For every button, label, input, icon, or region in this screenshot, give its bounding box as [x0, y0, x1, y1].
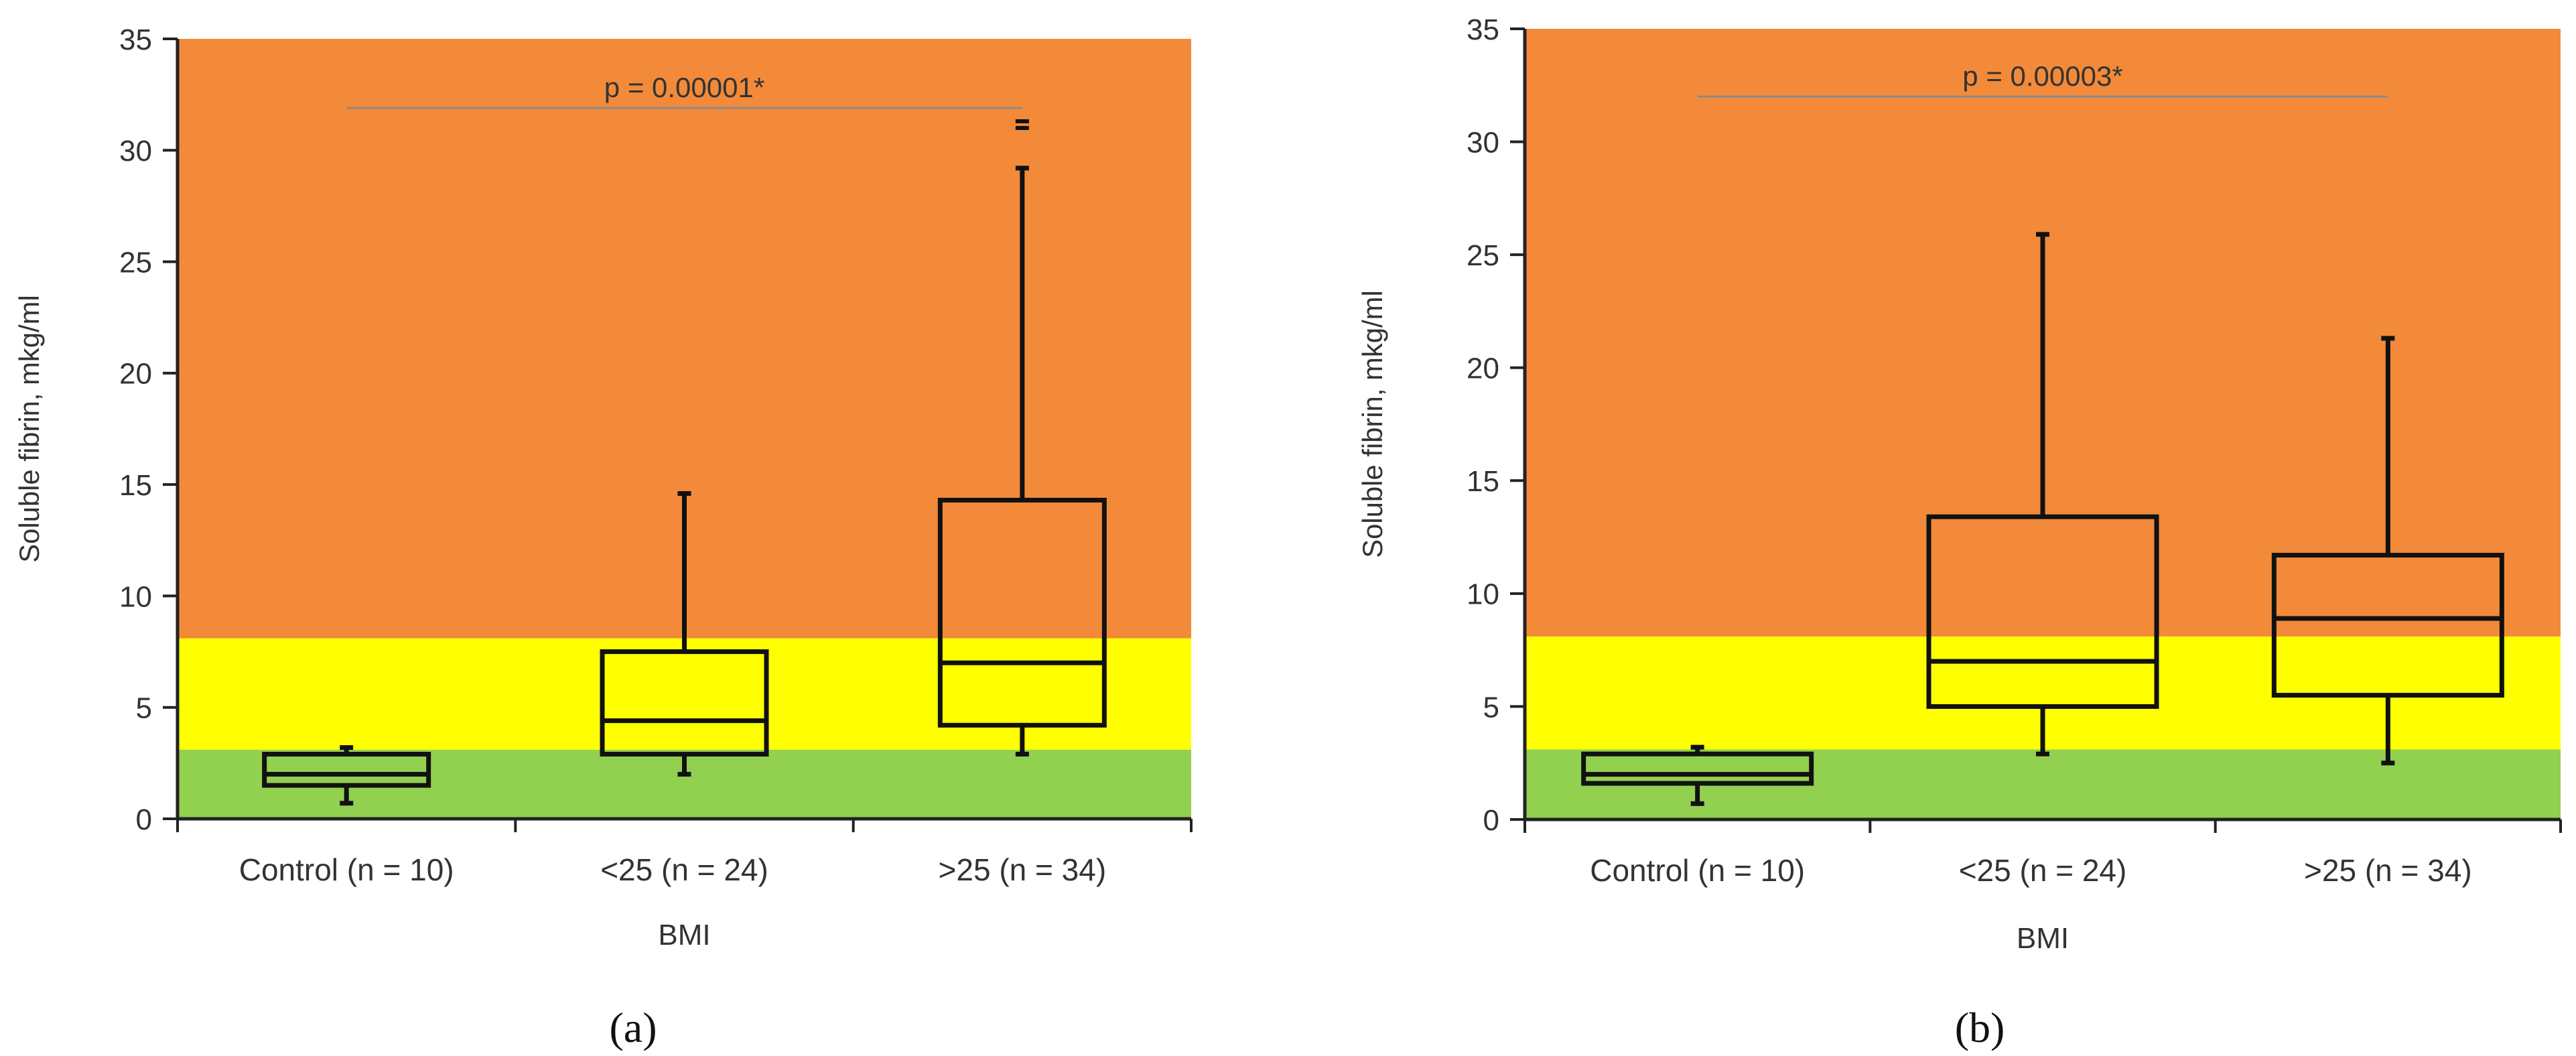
y-tick-label: 5	[1483, 691, 1499, 724]
reference-band-1	[178, 638, 1191, 750]
y-tick-label: 25	[1467, 239, 1499, 272]
y-tick-label: 5	[136, 692, 152, 725]
y-tick-label: 35	[1467, 13, 1499, 46]
x-category-label: <25 (n = 24)	[1959, 853, 2127, 888]
x-axis-title: BMI	[2017, 922, 2069, 955]
x-category-label: >25 (n = 34)	[939, 852, 1107, 887]
box-iqr	[262, 752, 431, 788]
panel-label: (a)	[609, 1004, 657, 1051]
x-axis-title: BMI	[658, 919, 710, 951]
y-axis-title: Soluble fibrin, mkg/ml	[13, 295, 45, 563]
y-tick-label: 0	[1483, 804, 1499, 837]
y-axis-title: Soluble fibrin, mkg/ml	[1357, 290, 1388, 558]
box-iqr	[937, 497, 1107, 728]
box-iqr	[2271, 553, 2504, 698]
significance-label: p = 0.00003*	[1962, 60, 2122, 92]
y-tick-label: 10	[119, 580, 152, 613]
y-tick-label: 20	[1467, 352, 1499, 385]
panel-b: 0 5 10 15 20 25 30 35 Control (n = 10) <25 (n = 2…	[1357, 13, 2562, 1051]
panel-label: (b)	[1955, 1004, 2005, 1051]
y-tick-label: 0	[136, 803, 152, 836]
x-category-label: Control (n = 10)	[239, 852, 454, 887]
y-tick-label: 15	[1467, 465, 1499, 498]
x-category-label: Control (n = 10)	[1590, 853, 1805, 888]
box-iqr	[1581, 751, 1814, 786]
y-tick-label: 35	[119, 23, 152, 56]
panel-a: 0 5 10 15 20 25 30 35 Control (n = 10) <25 (n = 2…	[13, 23, 1193, 1051]
x-category-label: >25 (n = 34)	[2304, 853, 2472, 888]
y-tick-label: 10	[1467, 578, 1499, 611]
significance-label: p = 0.00001*	[604, 72, 764, 103]
y-tick-label: 30	[1467, 126, 1499, 159]
box-iqr	[600, 649, 769, 757]
x-category-label: <25 (n = 24)	[600, 852, 768, 887]
box-iqr	[1926, 514, 2159, 709]
y-tick-label: 25	[119, 246, 152, 279]
y-tick-label: 30	[119, 135, 152, 168]
y-tick-label: 20	[119, 358, 152, 391]
y-tick-label: 15	[119, 469, 152, 502]
